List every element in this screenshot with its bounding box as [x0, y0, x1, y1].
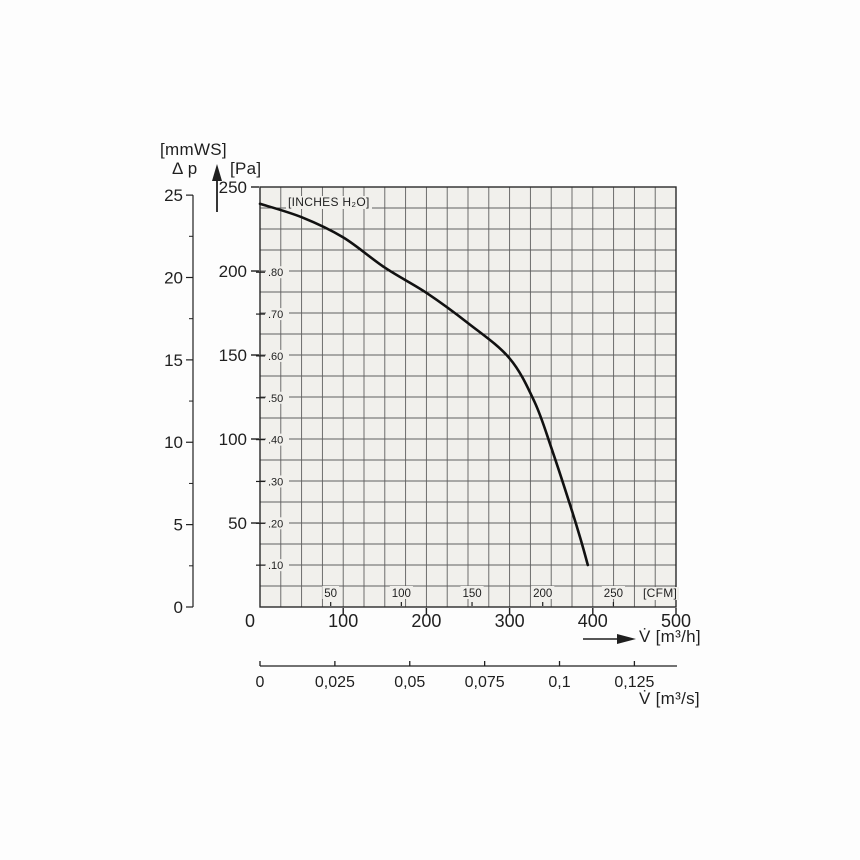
m3s-tick-label: 0,05	[394, 674, 425, 691]
mmws-tick-label: 15	[164, 351, 183, 370]
inches-h2o-scale: .80 .70 .60 .50 .40 .30 .20 .10	[256, 266, 289, 572]
inches-tick-label: .80	[268, 267, 283, 279]
pa-tick-label: 150	[219, 346, 247, 365]
mmws-axis: 25 20 15 10 5 0	[164, 186, 194, 617]
cfm-scale: 50 100 150 200 250	[322, 586, 625, 606]
pa-tick-label: 50	[228, 514, 247, 533]
flow-rate-m3s-axis-title: V̇ [m³/s]	[639, 689, 700, 708]
m3s-tick-label: 0,075	[465, 674, 505, 691]
mmws-tick-label: 0	[174, 598, 183, 617]
m3h-tick-label: 300	[495, 611, 525, 631]
inches-tick-label: .70	[268, 309, 283, 321]
m3s-tick-label: 0,1	[548, 674, 570, 691]
inches-tick-label: .50	[268, 393, 283, 405]
m3h-tick-label: 0	[245, 611, 255, 631]
up-arrow-icon	[212, 164, 222, 212]
cfm-tick-label: 200	[533, 588, 552, 600]
pa-axis: 250 200 150 100 50	[219, 178, 259, 533]
m3s-tick-label: 0,025	[315, 674, 355, 691]
m3s-tick-label: 0,125	[614, 674, 654, 691]
pa-tick-label: 200	[219, 262, 247, 281]
mmws-unit-label: [mmWS]	[160, 140, 227, 159]
m3h-tick-label: 200	[411, 611, 441, 631]
m3s-tick-label: 0	[256, 674, 265, 691]
mmws-tick-label: 20	[164, 268, 183, 287]
cfm-tick-label: 100	[392, 588, 411, 600]
inches-tick-label: .40	[268, 435, 283, 447]
inches-tick-label: .60	[268, 351, 283, 363]
pa-tick-label: 100	[219, 430, 247, 449]
right-arrow-icon	[583, 634, 636, 644]
cfm-unit-label: [CFM]	[641, 586, 680, 601]
m3s-axis: 0 0,025 0,05 0,075 0,1 0,125	[256, 661, 677, 691]
mmws-tick-label: 5	[174, 516, 183, 535]
inches-tick-label: .20	[268, 518, 283, 530]
m3h-axis: 0 100 200 300 400 500	[245, 608, 691, 631]
m3h-tick-label: 400	[578, 611, 608, 631]
fan-performance-curve	[258, 202, 590, 567]
cfm-tick-label: 250	[604, 588, 623, 600]
flow-rate-m3h-axis-title: V̇ [m³/h]	[639, 627, 701, 646]
cfm-tick-label: 50	[324, 588, 337, 600]
m3h-tick-label: 500	[661, 611, 691, 631]
mmws-tick-label: 25	[164, 186, 183, 205]
inches-tick-label: .30	[268, 476, 283, 488]
cfm-tick-label: 150	[462, 588, 481, 600]
pa-unit-label: [Pa]	[230, 159, 262, 178]
inches-h2o-unit-label: [INCHES H₂O]	[286, 195, 372, 210]
delta-p-label: Δ p	[172, 159, 198, 178]
inches-tick-label: .10	[268, 560, 283, 572]
mmws-tick-label: 10	[164, 433, 183, 452]
plot-border	[259, 186, 677, 608]
m3h-tick-label: 100	[328, 611, 358, 631]
pa-tick-label: 250	[219, 178, 247, 197]
grid-lines	[259, 186, 677, 608]
